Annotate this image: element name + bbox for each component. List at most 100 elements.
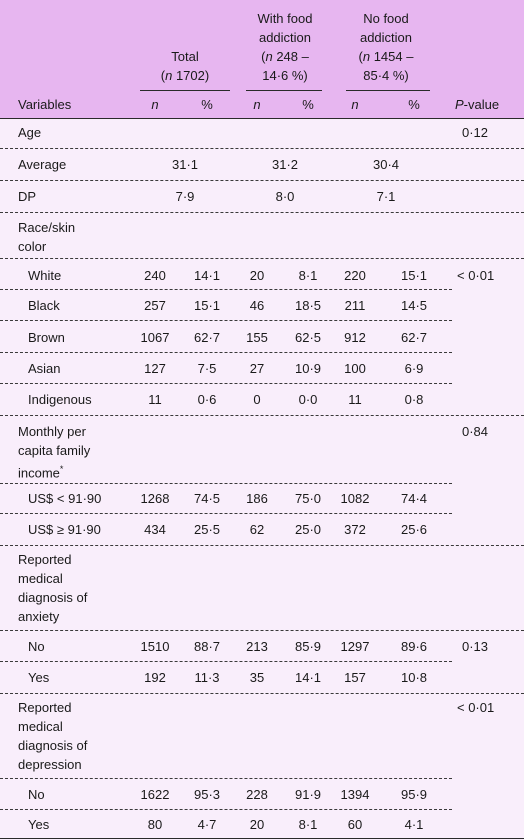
row-depression-yes-label: Yes (28, 817, 50, 832)
row-anxiety-label-1: Reported (18, 552, 72, 567)
row-divider (0, 513, 452, 514)
header-total-underline (140, 90, 230, 91)
row-divider (0, 320, 452, 321)
header-with-line2: addiction (258, 30, 312, 45)
row-asian-total-n: 127 (144, 361, 166, 376)
row-depression-no-with-pct: 91·9 (294, 787, 322, 802)
row-black-total-pct: 15·1 (193, 298, 221, 313)
row-indigenous-label: Indigenous (28, 392, 92, 407)
row-anxiety-label-4: anxiety (18, 609, 60, 624)
header-total-line1: Total (171, 49, 199, 64)
row-income-low-total-pct: 74·5 (193, 491, 221, 506)
header-with-line1: With food (257, 11, 313, 26)
row-income-low-no-pct: 74·4 (400, 491, 428, 506)
header-with-pct: % (302, 97, 314, 112)
header-total-line2: (n 1702) (160, 68, 210, 83)
row-black-with-n: 46 (249, 298, 265, 313)
row-anxiety-yes-with-pct: 14·1 (294, 670, 322, 685)
row-income-label-3: income* (18, 464, 64, 481)
header-pvalue: P-value (455, 97, 500, 112)
row-dp-label: DP (18, 189, 37, 204)
row-income-low-no-n: 1082 (340, 491, 370, 506)
row-anxiety-yes-total-pct: 11·3 (194, 670, 220, 685)
row-black-no-pct: 14·5 (400, 298, 428, 313)
header-with-underline (246, 90, 322, 91)
row-divider (0, 809, 452, 810)
row-average-no: 30·4 (372, 157, 400, 172)
row-white-no-n: 220 (344, 268, 366, 283)
row-depression-yes-total-n: 80 (147, 817, 163, 832)
row-anxiety-label-3: diagnosis of (18, 590, 88, 605)
row-income-high-total-pct: 25·5 (193, 522, 221, 537)
row-divider (0, 352, 452, 353)
row-black-total-n: 257 (144, 298, 166, 313)
header-no-line4: 85·4 %) (363, 68, 409, 83)
row-anxiety-no-total-n: 1510 (140, 639, 170, 654)
row-divider (0, 693, 524, 694)
row-income-high-with-n: 62 (249, 522, 265, 537)
row-asian-label: Asian (28, 361, 61, 376)
row-brown-no-n: 912 (344, 330, 366, 345)
row-white-with-n: 20 (249, 268, 265, 283)
footnote-mark: * (59, 464, 64, 474)
row-income-low-total-n: 1268 (140, 491, 170, 506)
row-indigenous-total-n: 11 (148, 392, 162, 407)
row-anxiety-no-with-n: 213 (246, 639, 268, 654)
row-asian-with-n: 27 (249, 361, 265, 376)
row-white-with-pct: 8·1 (298, 268, 318, 283)
row-divider (0, 778, 452, 779)
row-income-label-2: capita family (18, 443, 91, 458)
row-income-pvalue: 0·84 (462, 424, 489, 439)
row-black-label: Black (28, 298, 60, 313)
row-anxiety-yes-no-pct: 10·8 (400, 670, 428, 685)
row-race-pvalue: < 0·01 (457, 268, 495, 283)
header-no-line2: addiction (359, 30, 413, 45)
row-depression-no-no-n: 1394 (340, 787, 370, 802)
row-divider (0, 383, 452, 384)
row-average-total: 31·1 (171, 157, 199, 172)
row-anxiety-yes-no-n: 157 (344, 670, 366, 685)
row-depression-no-no-pct: 95·9 (400, 787, 428, 802)
row-white-label: White (28, 268, 62, 283)
row-depression-pvalue: < 0·01 (457, 700, 495, 715)
row-black-with-pct: 18·5 (294, 298, 322, 313)
table-header-background (0, 0, 524, 118)
row-white-total-n: 240 (144, 268, 166, 283)
row-depression-no-total-pct: 95·3 (193, 787, 221, 802)
row-depression-label-3: diagnosis of (18, 738, 88, 753)
row-asian-total-pct: 7·5 (197, 361, 217, 376)
row-depression-no-with-n: 228 (246, 787, 268, 802)
row-indigenous-total-pct: 0·6 (197, 392, 217, 407)
row-brown-label: Brown (28, 330, 65, 345)
row-asian-with-pct: 10·9 (294, 361, 322, 376)
row-divider (0, 415, 524, 416)
row-brown-with-n: 155 (246, 330, 268, 345)
row-anxiety-no-with-pct: 85·9 (294, 639, 322, 654)
row-asian-no-pct: 6·9 (404, 361, 424, 376)
row-depression-yes-no-pct: 4·1 (404, 817, 424, 832)
row-divider (0, 212, 524, 213)
header-bottom-rule (0, 118, 524, 119)
header-no-line1: No food (363, 11, 409, 26)
row-average-with: 31·2 (271, 157, 299, 172)
row-divider (0, 545, 524, 546)
row-depression-label-4: depression (18, 757, 82, 772)
row-anxiety-no-no-n: 1297 (340, 639, 370, 654)
row-income-low-with-pct: 75·0 (294, 491, 322, 506)
row-divider (0, 661, 452, 662)
row-depression-label-1: Reported (18, 700, 72, 715)
row-white-total-pct: 14·1 (193, 268, 221, 283)
row-race-label-2: color (18, 239, 47, 254)
row-depression-yes-no-n: 60 (347, 817, 363, 832)
row-divider (0, 180, 524, 181)
row-income-high-with-pct: 25·0 (294, 522, 322, 537)
row-income-high-no-pct: 25·6 (400, 522, 428, 537)
row-income-high-no-n: 372 (344, 522, 366, 537)
row-white-no-pct: 15·1 (400, 268, 428, 283)
row-divider (0, 630, 524, 631)
row-brown-total-pct: 62·7 (193, 330, 221, 345)
row-income-low-with-n: 186 (246, 491, 268, 506)
row-divider (0, 258, 524, 259)
row-income-high-label: US$ ≥ 91·90 (28, 522, 101, 537)
row-brown-no-pct: 62·7 (400, 330, 428, 345)
